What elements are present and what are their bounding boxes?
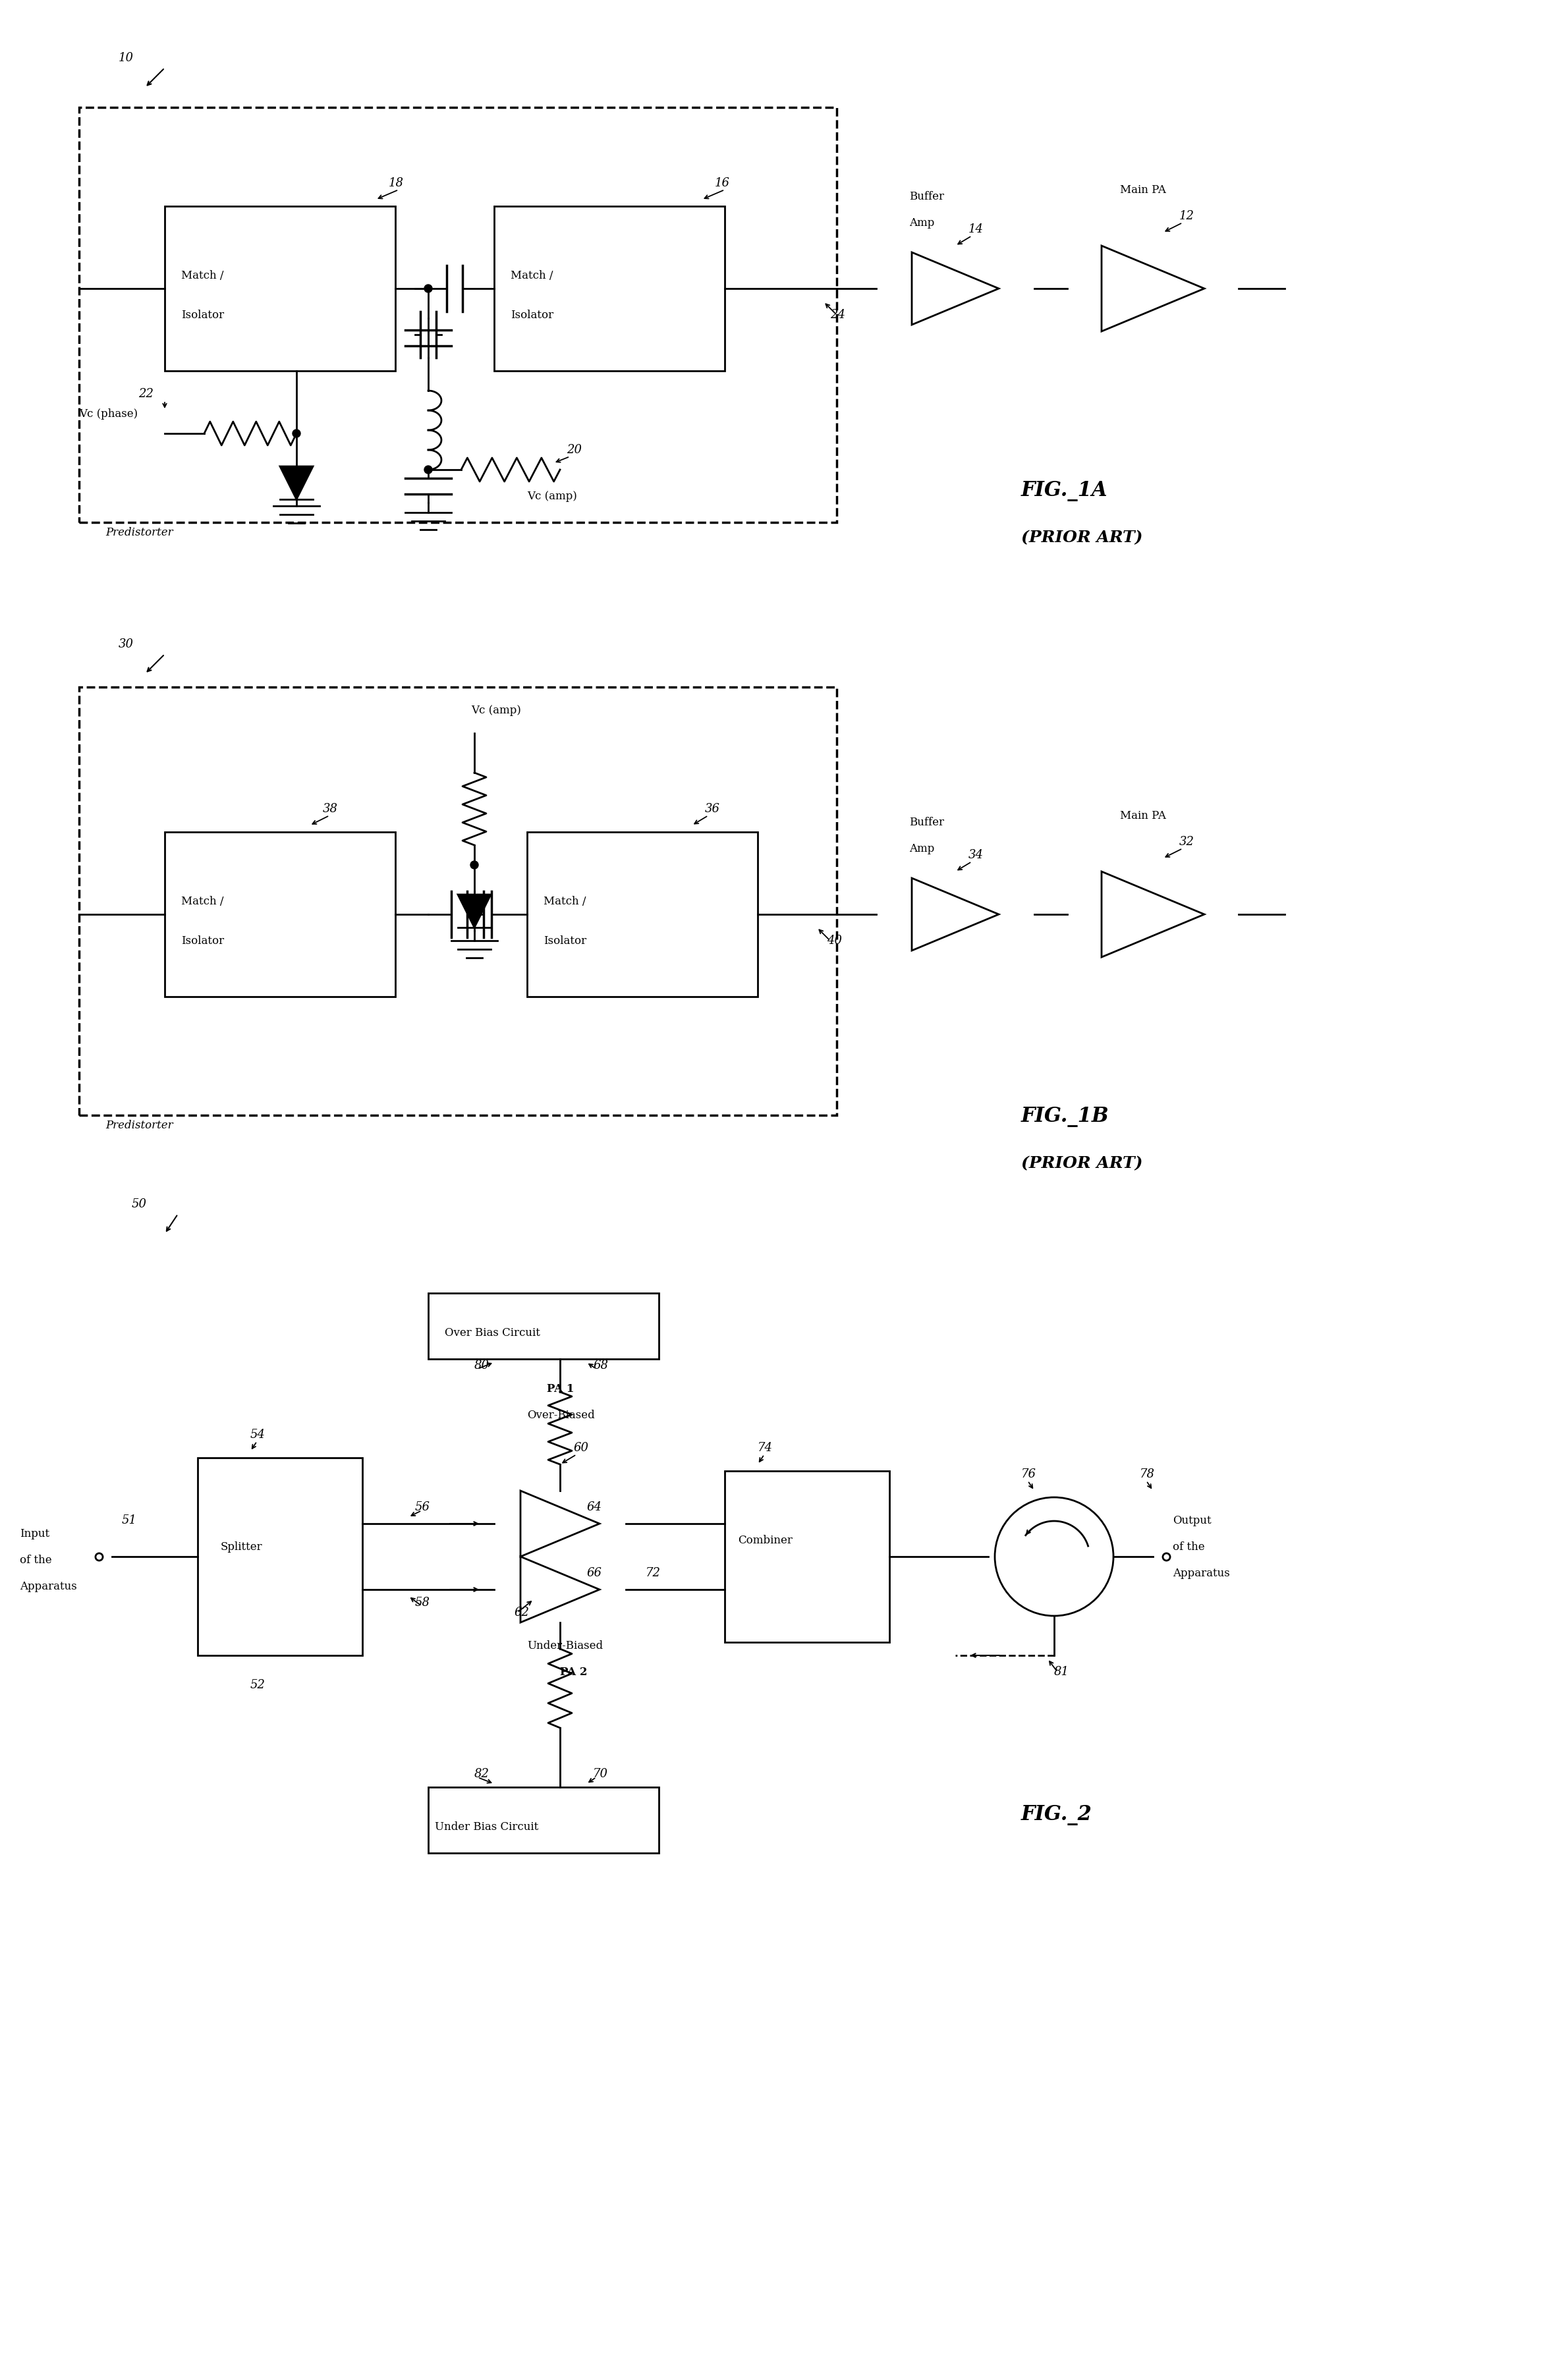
Text: Match /: Match /: [544, 895, 586, 907]
Bar: [428, 1787, 659, 1854]
Text: 38: 38: [323, 802, 339, 814]
Text: Vc (amp): Vc (amp): [470, 704, 521, 716]
Text: Match /: Match /: [511, 269, 554, 281]
Text: 81: 81: [1054, 1666, 1069, 1678]
Text: Under Bias Circuit: Under Bias Circuit: [434, 1821, 538, 1833]
Text: Input: Input: [20, 1528, 50, 1540]
Text: 12: 12: [1179, 209, 1195, 221]
Text: 10: 10: [119, 52, 133, 64]
Text: Over-Biased: Over-Biased: [527, 1409, 594, 1421]
Text: Apparatus: Apparatus: [20, 1580, 77, 1592]
Polygon shape: [1102, 245, 1204, 331]
Text: PA 2: PA 2: [560, 1666, 588, 1678]
Text: Match /: Match /: [182, 269, 224, 281]
Text: 78: 78: [1140, 1468, 1156, 1480]
Text: 50: 50: [132, 1197, 147, 1209]
Text: 70: 70: [593, 1768, 608, 1780]
Polygon shape: [913, 252, 999, 324]
Text: Isolator: Isolator: [182, 309, 224, 321]
Text: Under-Biased: Under-Biased: [527, 1640, 604, 1652]
Circle shape: [470, 862, 478, 869]
Text: Amp: Amp: [909, 217, 935, 228]
Text: 60: 60: [574, 1442, 588, 1454]
Text: 68: 68: [593, 1359, 608, 1371]
Text: PA 1: PA 1: [547, 1383, 574, 1395]
Text: Main PA: Main PA: [1120, 809, 1167, 821]
Polygon shape: [521, 1557, 599, 1623]
Bar: [198, 1459, 362, 1656]
Bar: [78, 107, 837, 521]
Bar: [724, 1471, 889, 1642]
Text: 18: 18: [389, 176, 405, 188]
Text: Predistorter: Predistorter: [105, 526, 172, 538]
Text: 80: 80: [475, 1359, 489, 1371]
Text: 76: 76: [1021, 1468, 1036, 1480]
Polygon shape: [1102, 871, 1204, 957]
Text: 16: 16: [715, 176, 731, 188]
Text: Isolator: Isolator: [182, 935, 224, 947]
Text: 14: 14: [969, 224, 983, 236]
Text: FIG._2: FIG._2: [1021, 1804, 1093, 1825]
Circle shape: [425, 286, 433, 293]
Text: 52: 52: [251, 1680, 265, 1690]
Text: Vc (amp): Vc (amp): [527, 490, 577, 502]
Text: 22: 22: [138, 388, 154, 400]
Text: 30: 30: [119, 638, 133, 650]
Text: 64: 64: [586, 1502, 602, 1514]
Text: Isolator: Isolator: [511, 309, 554, 321]
Text: Match /: Match /: [182, 895, 224, 907]
Text: Isolator: Isolator: [544, 935, 586, 947]
Text: Splitter: Splitter: [221, 1542, 262, 1552]
Text: (PRIOR ART): (PRIOR ART): [1021, 531, 1143, 545]
Text: 20: 20: [566, 445, 582, 457]
Text: Amp: Amp: [909, 843, 935, 854]
Text: Apparatus: Apparatus: [1173, 1568, 1229, 1578]
Text: Main PA: Main PA: [1120, 183, 1167, 195]
Text: 51: 51: [122, 1514, 136, 1526]
Bar: [78, 688, 837, 1116]
Text: Output: Output: [1173, 1516, 1212, 1526]
Text: (PRIOR ART): (PRIOR ART): [1021, 1154, 1143, 1171]
Text: 82: 82: [475, 1768, 489, 1780]
Bar: [494, 207, 724, 371]
Text: Vc (phase): Vc (phase): [78, 409, 138, 419]
Text: 24: 24: [829, 309, 845, 321]
Text: 62: 62: [514, 1606, 528, 1618]
Text: Predistorter: Predistorter: [105, 1121, 172, 1130]
Circle shape: [293, 428, 301, 438]
Text: FIG._1A: FIG._1A: [1021, 481, 1109, 502]
Text: of the: of the: [1173, 1542, 1204, 1552]
Text: 32: 32: [1179, 835, 1195, 847]
Text: Buffer: Buffer: [909, 816, 944, 828]
Text: 66: 66: [586, 1566, 602, 1578]
Circle shape: [425, 466, 433, 474]
Text: Buffer: Buffer: [909, 190, 944, 202]
Text: 34: 34: [969, 850, 983, 862]
Polygon shape: [913, 878, 999, 950]
Text: Over Bias Circuit: Over Bias Circuit: [445, 1328, 539, 1338]
Text: 36: 36: [706, 802, 720, 814]
Text: of the: of the: [20, 1554, 52, 1566]
Text: 56: 56: [416, 1502, 430, 1514]
Polygon shape: [281, 466, 314, 500]
Text: 58: 58: [416, 1597, 430, 1609]
Bar: [527, 833, 757, 997]
Bar: [165, 833, 395, 997]
Bar: [428, 1292, 659, 1359]
Bar: [165, 207, 395, 371]
Text: 72: 72: [646, 1566, 660, 1578]
Text: 74: 74: [757, 1442, 773, 1454]
Polygon shape: [458, 895, 491, 928]
Text: 40: 40: [826, 935, 842, 947]
Text: Combiner: Combiner: [739, 1535, 792, 1547]
Text: 54: 54: [251, 1428, 265, 1440]
Polygon shape: [521, 1490, 599, 1557]
Text: FIG._1B: FIG._1B: [1021, 1107, 1109, 1128]
